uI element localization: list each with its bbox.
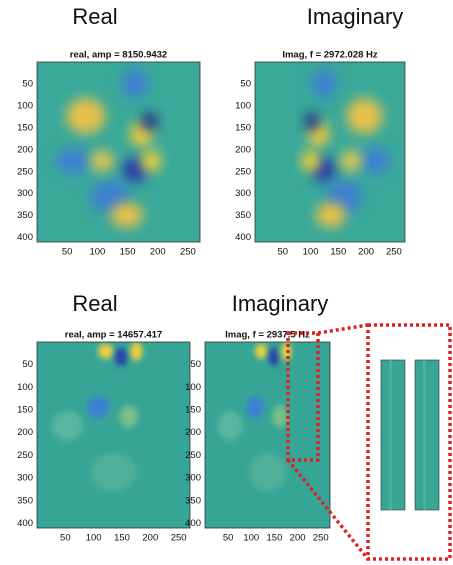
x-tick-label: 200 (290, 533, 306, 544)
y-tick-label: 100 (235, 100, 251, 111)
heatmap-blob (316, 202, 346, 227)
x-tick-label: 50 (62, 247, 73, 258)
y-tick-label: 350 (17, 210, 33, 221)
y-tick-label: 150 (185, 405, 201, 416)
panel-header: Real (72, 291, 117, 316)
y-tick-label: 400 (17, 518, 33, 529)
heatmap-blob (304, 112, 319, 130)
heatmap-blob (87, 396, 108, 418)
y-tick-label: 300 (17, 188, 33, 199)
x-tick-label: 100 (86, 533, 102, 544)
x-tick-label: 250 (180, 247, 196, 258)
x-tick-label: 250 (313, 533, 329, 544)
heatmap-blob (141, 150, 161, 172)
heatmap-blob (302, 150, 320, 172)
heatmap-blob (360, 148, 390, 173)
heatmap-blob (141, 112, 157, 130)
x-tick-label: 50 (277, 247, 288, 258)
heatmap-blob (312, 69, 336, 98)
heatmap-blob (115, 348, 127, 367)
heatmap-blob (110, 202, 143, 227)
y-tick-label: 100 (17, 100, 33, 111)
heatmap-blob (91, 454, 137, 491)
y-tick-label: 250 (235, 166, 251, 177)
x-tick-label: 150 (114, 533, 130, 544)
y-tick-label: 250 (17, 166, 33, 177)
y-tick-label: 150 (17, 405, 33, 416)
heatmap-blob (341, 150, 362, 172)
y-tick-label: 350 (17, 495, 33, 506)
y-tick-label: 300 (17, 473, 33, 484)
panel-header: Imaginary (232, 291, 329, 316)
panel-header: Real (72, 4, 117, 29)
y-tick-label: 150 (235, 122, 251, 133)
y-tick-label: 350 (185, 495, 201, 506)
heatmap-blob (269, 348, 279, 367)
y-tick-label: 150 (17, 122, 33, 133)
inset-stripe (423, 360, 426, 510)
x-tick-label: 50 (223, 533, 234, 544)
inset-stripe (389, 360, 392, 510)
heatmap (37, 342, 190, 528)
y-tick-label: 200 (235, 144, 251, 155)
x-tick-label: 50 (60, 533, 71, 544)
y-tick-label: 350 (235, 210, 251, 221)
x-tick-label: 250 (386, 247, 402, 258)
heatmap-blob (246, 396, 264, 418)
y-tick-label: 400 (235, 232, 251, 243)
x-tick-label: 150 (120, 247, 136, 258)
y-tick-label: 50 (22, 78, 33, 89)
panel-title: real, amp = 14657.417 (65, 330, 162, 341)
x-tick-label: 150 (330, 247, 346, 258)
heatmap-blob (255, 344, 268, 359)
x-tick-label: 200 (142, 533, 158, 544)
x-tick-label: 100 (243, 533, 259, 544)
y-tick-label: 400 (17, 232, 33, 243)
y-tick-label: 100 (17, 382, 33, 393)
heatmap-blob (91, 150, 114, 172)
y-tick-label: 250 (185, 450, 201, 461)
heatmap-blob (57, 148, 90, 173)
heatmap-blob (249, 454, 287, 491)
y-tick-label: 400 (185, 518, 201, 529)
y-tick-label: 200 (17, 427, 33, 438)
heatmap-blob (98, 344, 113, 359)
inset-panel (415, 360, 439, 510)
y-tick-label: 300 (185, 473, 201, 484)
x-tick-label: 250 (171, 533, 187, 544)
heatmap-blob (273, 405, 288, 427)
heatmap-blob (130, 342, 142, 361)
x-tick-label: 150 (267, 533, 283, 544)
y-tick-label: 250 (17, 450, 33, 461)
panel-title: Imag, f = 2937.5 Hz (225, 330, 310, 341)
panel-header: Imaginary (307, 4, 404, 29)
heatmap (37, 62, 200, 242)
x-tick-label: 200 (358, 247, 374, 258)
y-tick-label: 200 (185, 427, 201, 438)
heatmap-blob (122, 69, 148, 98)
panel-title: real, amp = 8150.9432 (70, 50, 167, 61)
heatmap-blob (347, 98, 383, 134)
heatmap (205, 342, 330, 528)
panel-title: Imag, f = 2972.028 Hz (282, 50, 378, 61)
figure: Real real, amp = 8150.9432 50 100 150 200 250 3… (0, 0, 453, 565)
y-tick-label: 50 (190, 359, 201, 370)
y-tick-label: 50 (22, 359, 33, 370)
x-tick-label: 100 (303, 247, 319, 258)
y-tick-label: 200 (17, 144, 33, 155)
y-tick-label: 50 (240, 78, 251, 89)
y-tick-label: 100 (185, 382, 201, 393)
heatmap-blob (66, 98, 105, 134)
heatmap (255, 62, 405, 242)
inset-panel (381, 360, 405, 510)
x-tick-label: 200 (150, 247, 166, 258)
zoom-connector (318, 325, 368, 333)
heatmap-blob (52, 411, 83, 441)
heatmap-blob (120, 405, 138, 427)
x-tick-label: 100 (89, 247, 105, 258)
page: Real real, amp = 8150.9432 50 100 150 200 250 3… (0, 0, 453, 565)
heatmap-blob (218, 411, 243, 441)
y-tick-label: 300 (235, 188, 251, 199)
